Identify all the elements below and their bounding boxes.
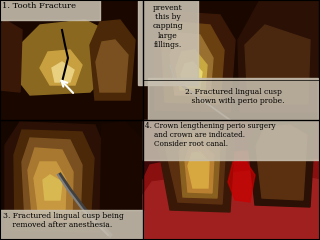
Text: 4. Crown lengthening perio surgery
    and crown are indicated.
    Consider roo: 4. Crown lengthening perio surgery and c… (145, 122, 276, 148)
Polygon shape (179, 134, 220, 198)
Polygon shape (143, 150, 320, 240)
Polygon shape (22, 138, 82, 222)
Polygon shape (181, 62, 202, 87)
Polygon shape (256, 125, 307, 200)
Bar (143, 0, 320, 120)
Polygon shape (188, 152, 209, 188)
Bar (143, 120, 320, 160)
Polygon shape (5, 122, 105, 232)
Polygon shape (28, 148, 73, 215)
Polygon shape (155, 12, 235, 112)
Bar (138, 0, 198, 85)
Polygon shape (143, 170, 320, 240)
Bar (0, 0, 143, 120)
Polygon shape (158, 122, 235, 212)
Polygon shape (0, 0, 143, 120)
Polygon shape (162, 22, 224, 104)
Bar (143, 120, 320, 240)
Polygon shape (0, 20, 22, 92)
Polygon shape (185, 144, 214, 193)
Polygon shape (170, 33, 213, 95)
Polygon shape (40, 50, 82, 85)
Bar (0, 120, 143, 240)
Polygon shape (176, 50, 207, 90)
Text: prevent
this by
capping
large
fillings.: prevent this by capping large fillings. (153, 4, 183, 49)
Text: 2. Fractured lingual cusp
    shown with perio probe.: 2. Fractured lingual cusp shown with per… (182, 88, 284, 105)
Polygon shape (52, 62, 74, 82)
Polygon shape (43, 175, 62, 200)
Bar (0, 210, 143, 240)
Polygon shape (245, 25, 310, 104)
Polygon shape (34, 162, 66, 210)
Polygon shape (14, 130, 94, 227)
Polygon shape (90, 20, 135, 100)
Polygon shape (228, 160, 255, 202)
Polygon shape (96, 40, 128, 92)
Polygon shape (166, 128, 226, 204)
Polygon shape (18, 20, 110, 95)
Bar (148, 78, 318, 120)
Text: 1. Tooth Fracture: 1. Tooth Fracture (2, 2, 76, 10)
Polygon shape (238, 0, 318, 112)
Bar (0, 0, 100, 20)
Polygon shape (248, 120, 315, 207)
Text: 3. Fractured lingual cusp being
    removed after anesthesia.: 3. Fractured lingual cusp being removed … (3, 212, 124, 229)
Polygon shape (100, 122, 142, 230)
